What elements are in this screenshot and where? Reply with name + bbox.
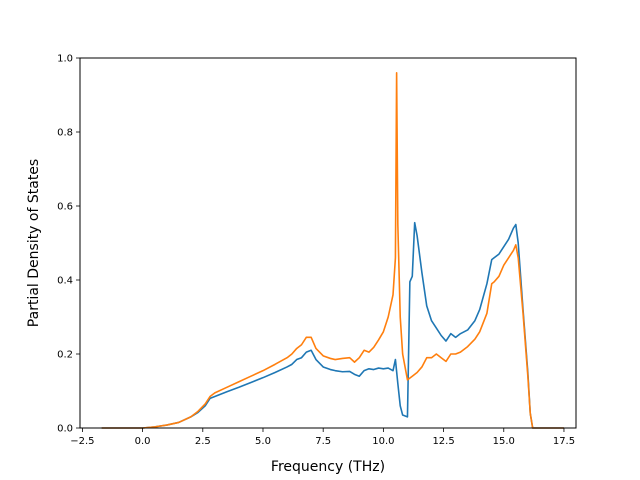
y-tick-label: 0.2 [57, 350, 73, 361]
x-tick-label: 17.5 [553, 436, 575, 447]
y-tick-label: 0.4 [57, 276, 73, 287]
series-line-2 [101, 72, 564, 429]
y-tick-label: 0.6 [57, 202, 73, 213]
series-line-1 [101, 221, 564, 429]
y-tick-label: 1.0 [57, 54, 73, 65]
x-tick-label: 15.0 [493, 436, 515, 447]
y-axis: 0.0 0.2 0.4 0.6 0.8 1.0 [57, 54, 80, 435]
y-tick-label: 0.0 [57, 424, 73, 435]
x-tick-label: 0.0 [135, 436, 151, 447]
y-tick-label: 0.8 [57, 128, 73, 139]
x-axis: −2.5 0.0 2.5 5.0 7.5 10.0 12.5 15.0 17.5 [70, 428, 575, 447]
x-tick-label: 2.5 [195, 436, 211, 447]
axes-frame [79, 57, 577, 429]
x-tick-label: 5.0 [255, 436, 271, 447]
plot-lines [101, 72, 564, 429]
x-tick-label: 7.5 [315, 436, 331, 447]
x-axis-label: Frequency (THz) [271, 459, 385, 475]
x-tick-label: 10.0 [372, 436, 394, 447]
x-tick-label: −2.5 [70, 436, 94, 447]
x-tick-label: 12.5 [432, 436, 454, 447]
y-axis-label: Partial Density of States [26, 159, 42, 327]
